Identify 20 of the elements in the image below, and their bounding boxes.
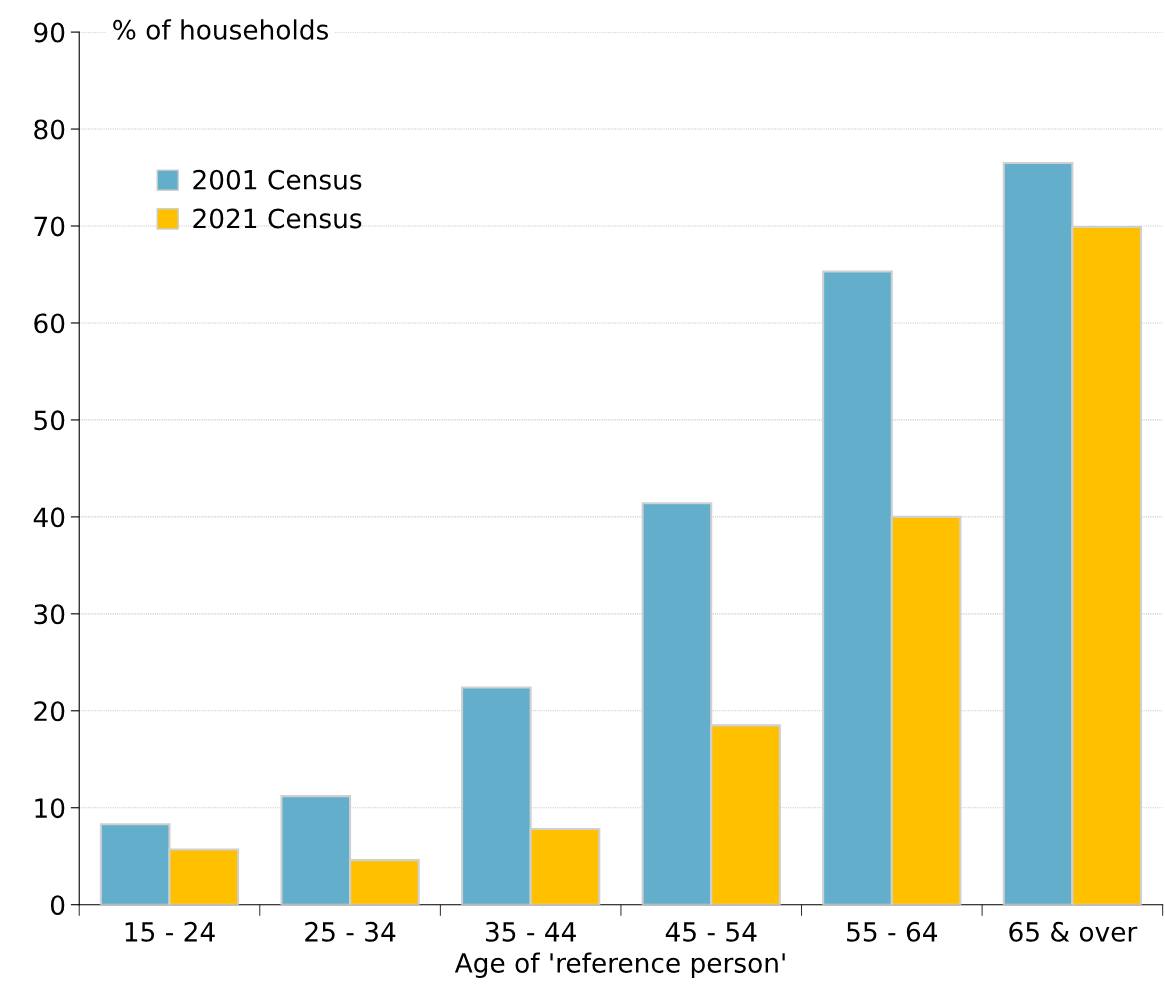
x-tick-label: 35 - 44 [485, 921, 576, 942]
y-tick-label: 50 [34, 410, 65, 431]
x-tick-label: 55 - 64 [847, 921, 938, 942]
y-tick-label: 90 [34, 22, 65, 43]
legend-label: 2001 Census [193, 169, 362, 190]
y-tick-label: 10 [35, 798, 65, 819]
y-tick-label: 60 [34, 313, 65, 334]
x-tick-label: 25 - 34 [305, 921, 396, 942]
x-tick-label: 65 & over [1009, 921, 1138, 942]
y-tick-label: 0 [50, 895, 65, 916]
y-axis-title: % of households [113, 19, 328, 40]
legend-label: 2021 Census [193, 208, 362, 229]
x-tick-label: 15 - 24 [125, 921, 215, 942]
y-tick-label: 20 [34, 701, 65, 722]
y-tick-label: 80 [34, 119, 65, 140]
y-tick-label: 40 [33, 507, 65, 528]
y-tick-label: 30 [34, 604, 65, 625]
x-tick-label: 45 - 54 [665, 922, 757, 942]
x-axis-title: Age of 'reference person' [454, 952, 785, 979]
y-tick-label: 70 [34, 216, 65, 237]
